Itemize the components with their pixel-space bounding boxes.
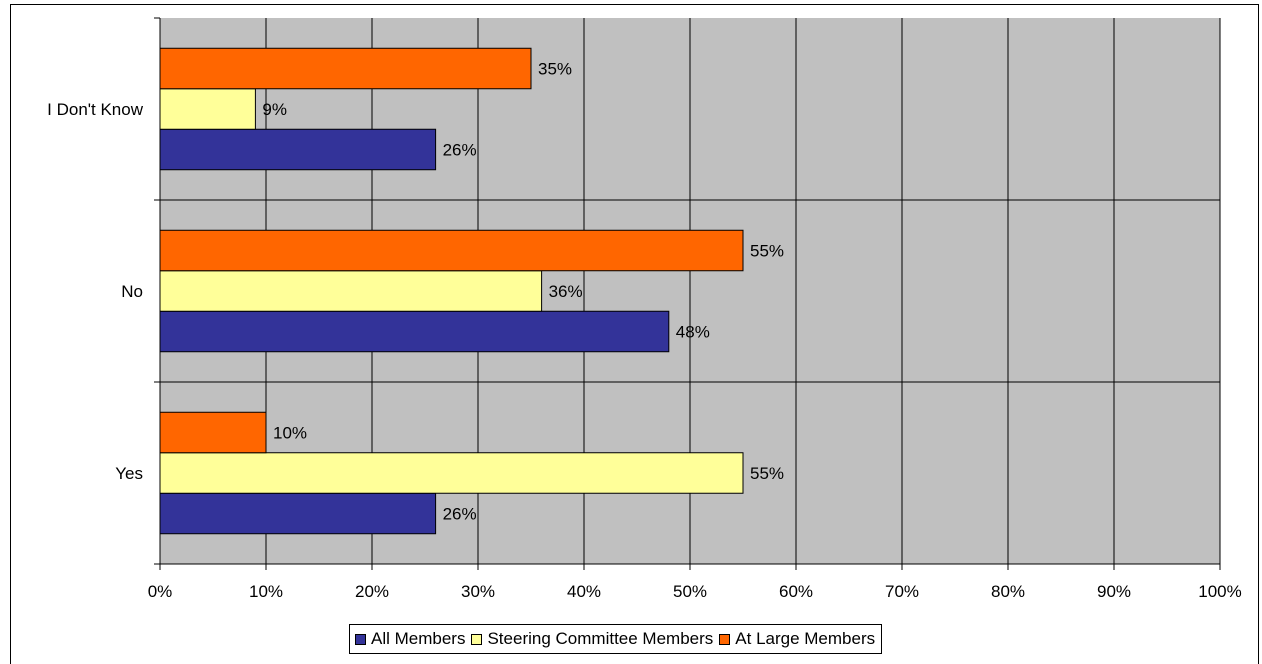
bar	[159, 411, 267, 454]
bar	[159, 310, 670, 353]
legend-item-all-members: All Members	[355, 629, 465, 649]
bar	[159, 47, 532, 90]
legend-item-steering-committee: Steering Committee Members	[471, 629, 713, 649]
x-tick-label: 0%	[148, 582, 173, 601]
data-label: 55%	[750, 242, 784, 261]
x-tick-label: 40%	[567, 582, 601, 601]
data-label: 26%	[443, 140, 477, 159]
legend-swatch	[719, 633, 731, 645]
data-label: 36%	[549, 282, 583, 301]
bar	[159, 452, 744, 494]
bar	[159, 229, 744, 272]
x-tick-label: 90%	[1097, 582, 1131, 601]
x-tick-label: 60%	[779, 582, 813, 601]
legend-swatch	[471, 633, 483, 645]
category-label: Yes	[115, 464, 143, 483]
legend-label: Steering Committee Members	[487, 629, 714, 648]
data-label: 26%	[443, 504, 477, 523]
x-tick-label: 50%	[673, 582, 707, 601]
data-label: 9%	[262, 100, 287, 119]
legend: All Members Steering Committee Members A…	[349, 624, 883, 654]
x-tick-label: 100%	[1198, 582, 1241, 601]
legend-label: At Large Members	[735, 629, 876, 648]
data-label: 35%	[538, 60, 572, 79]
data-label: 48%	[676, 322, 710, 341]
legend-item-at-large: At Large Members	[719, 629, 875, 649]
x-tick-label: 70%	[885, 582, 919, 601]
chart-frame	[10, 4, 1259, 664]
data-label: 55%	[750, 464, 784, 483]
category-label: No	[121, 282, 143, 301]
bar	[159, 128, 437, 171]
x-tick-label: 20%	[355, 582, 389, 601]
bar	[159, 270, 543, 312]
x-tick-label: 30%	[461, 582, 495, 601]
bar	[159, 88, 256, 130]
data-label: 10%	[273, 424, 307, 443]
category-label: I Don't Know	[47, 100, 144, 119]
legend-swatch	[355, 633, 366, 645]
x-tick-label: 10%	[249, 582, 283, 601]
legend-label: All Members	[371, 629, 466, 648]
x-tick-label: 80%	[991, 582, 1025, 601]
bar	[159, 492, 437, 535]
